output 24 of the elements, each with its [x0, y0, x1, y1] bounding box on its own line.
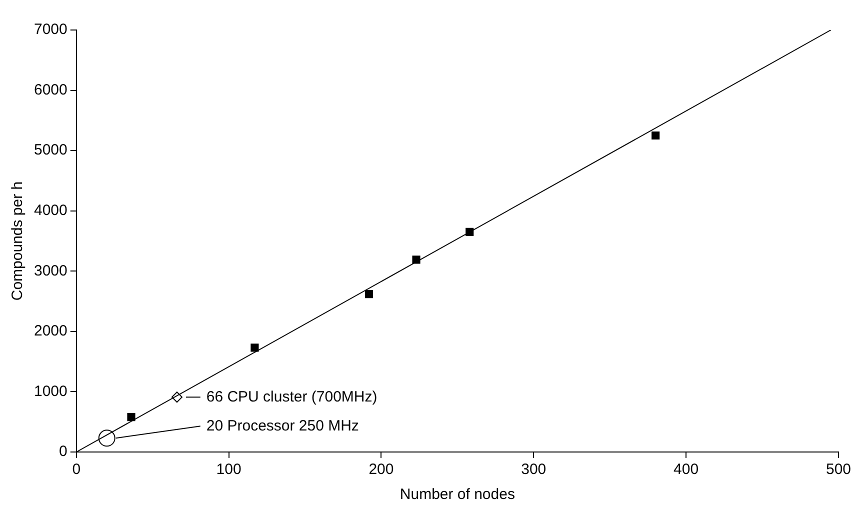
- y-tick-label: 3000: [34, 262, 68, 280]
- y-axis-title: Compounds per h: [9, 181, 26, 301]
- x-tick-label: 0: [72, 461, 81, 478]
- y-tick-label: 0: [59, 443, 68, 460]
- point: [364, 290, 374, 298]
- y-tick-label: 2000: [34, 322, 68, 340]
- x-tick-label: 400: [674, 461, 699, 478]
- point: [127, 413, 136, 422]
- y-tick-label: 5000: [34, 142, 68, 159]
- x-axis-title: Number of nodes: [400, 486, 515, 504]
- x-tick-label: 300: [521, 461, 546, 478]
- point: [98, 430, 116, 447]
- x-tick-label: 100: [216, 461, 242, 478]
- annotation: 66 CPU cluster (700MHz): [206, 388, 378, 406]
- y-tick-label: 1000: [34, 382, 68, 400]
- point: [250, 344, 259, 352]
- x-tick-label: 200: [368, 461, 394, 478]
- annotation: 20 Processor 250 MHz: [206, 417, 359, 434]
- point: [652, 131, 660, 140]
- point: [412, 256, 420, 264]
- y-tick-label: 4000: [34, 202, 68, 219]
- y-tick-label: 6000: [34, 81, 68, 98]
- x-tick-label: 500: [826, 461, 851, 478]
- y-tick-label: 7000: [34, 21, 68, 38]
